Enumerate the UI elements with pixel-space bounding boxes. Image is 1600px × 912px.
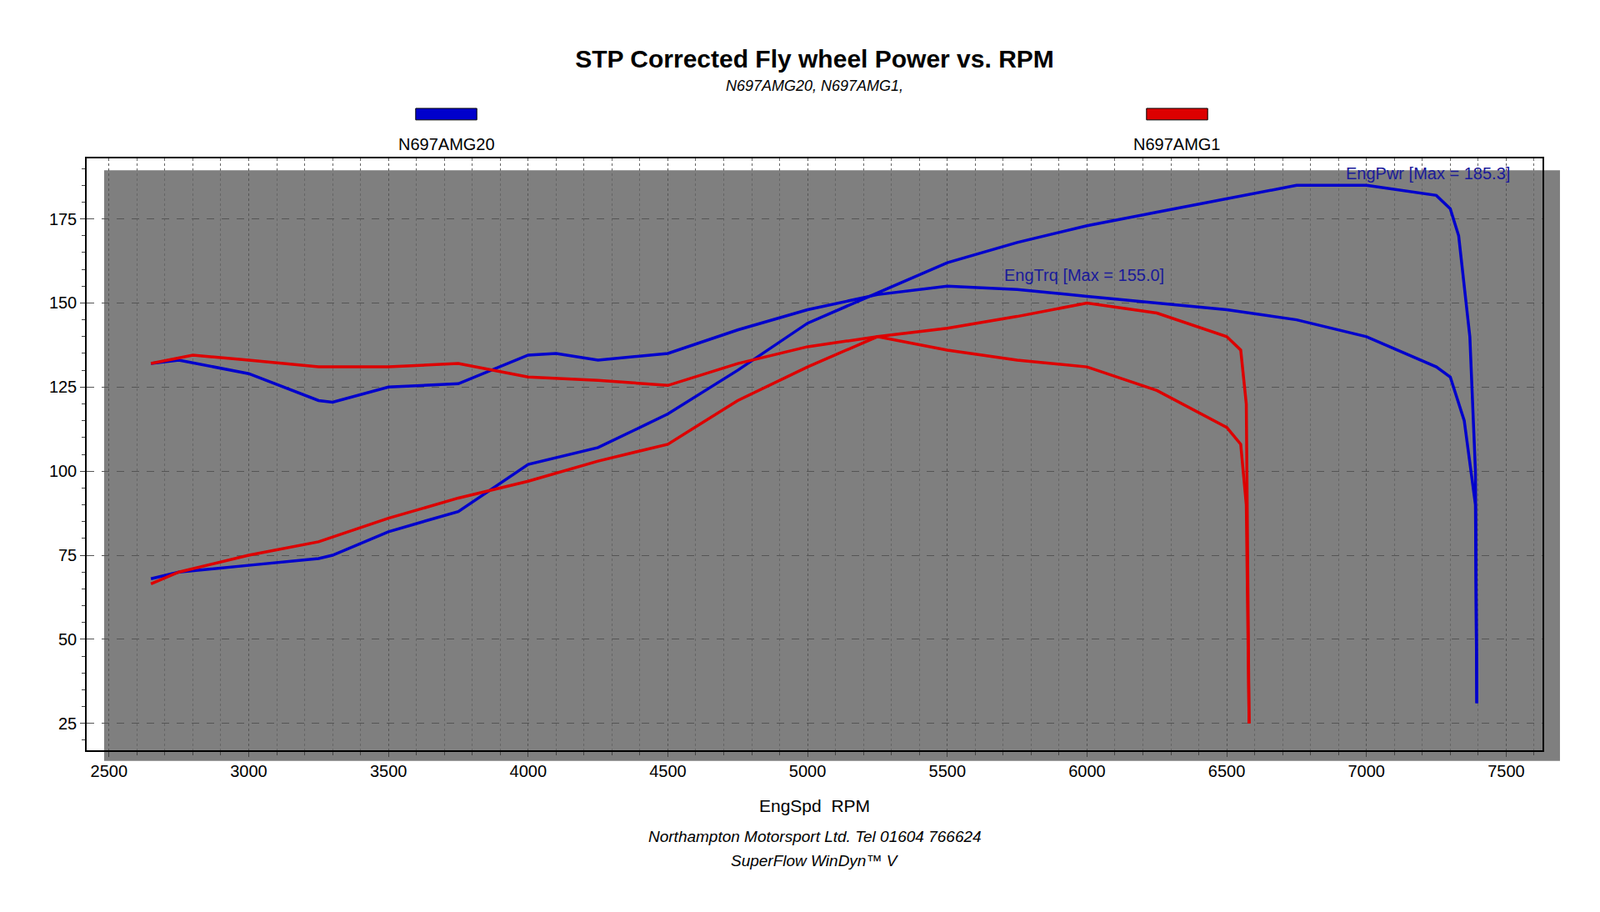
svg-text:25: 25 <box>58 714 77 733</box>
svg-text:STP Corrected Fly wheel Power: STP Corrected Fly wheel Power vs. RPM <box>575 45 1055 73</box>
svg-text:N697AMG20, N697AMG1,: N697AMG20, N697AMG1, <box>725 77 904 95</box>
svg-text:125: 125 <box>49 377 77 396</box>
svg-text:N697AMG20: N697AMG20 <box>398 135 495 154</box>
svg-text:N697AMG1: N697AMG1 <box>1133 135 1221 154</box>
svg-text:100: 100 <box>49 461 77 480</box>
svg-text:EngTrq [Max = 155.0]: EngTrq [Max = 155.0] <box>1004 265 1165 285</box>
svg-text:5000: 5000 <box>789 761 827 780</box>
svg-text:4500: 4500 <box>649 761 687 780</box>
svg-text:75: 75 <box>58 545 77 565</box>
svg-text:EngSpd RPM: EngSpd RPM <box>759 795 870 815</box>
svg-text:SuperFlow WinDyn™ V: SuperFlow WinDyn™ V <box>730 851 900 870</box>
svg-text:175: 175 <box>49 210 77 229</box>
svg-text:5500: 5500 <box>929 761 967 780</box>
svg-text:6000: 6000 <box>1068 761 1106 780</box>
svg-text:150: 150 <box>49 293 77 312</box>
svg-text:50: 50 <box>58 630 77 649</box>
svg-text:4000: 4000 <box>510 761 548 780</box>
svg-text:7500: 7500 <box>1487 761 1525 780</box>
svg-text:Northampton Motorsport Ltd. Te: Northampton Motorsport Ltd. Tel 01604 76… <box>648 827 982 845</box>
svg-text:3000: 3000 <box>230 761 268 780</box>
svg-text:2500: 2500 <box>90 761 129 780</box>
svg-text:6500: 6500 <box>1208 761 1246 780</box>
svg-text:3500: 3500 <box>370 761 408 780</box>
svg-text:EngPwr [Max = 185.3]: EngPwr [Max = 185.3] <box>1345 164 1510 183</box>
svg-text:7000: 7000 <box>1348 761 1386 780</box>
